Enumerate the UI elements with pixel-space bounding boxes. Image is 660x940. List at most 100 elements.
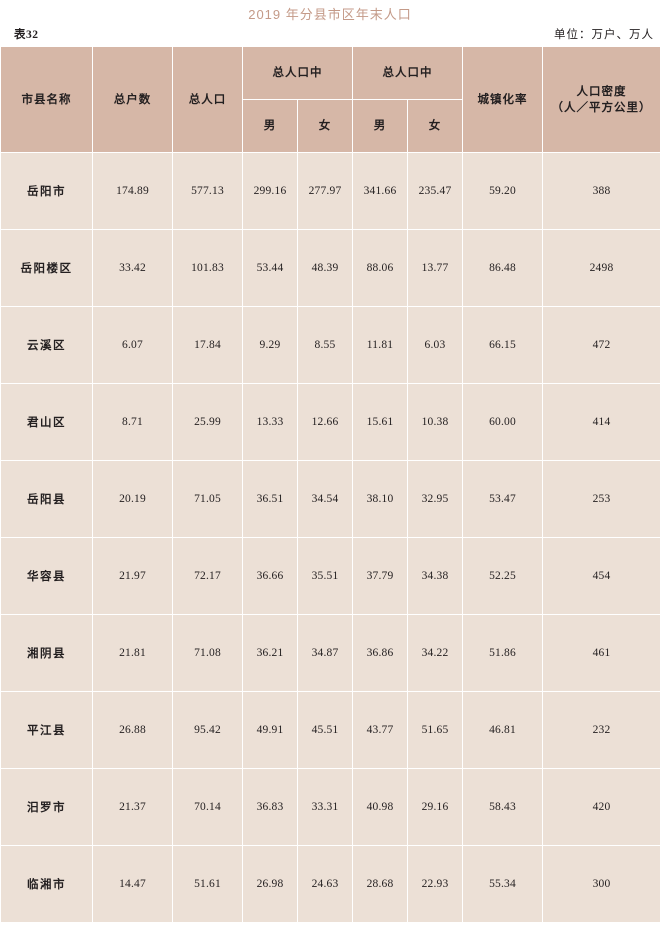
row-g2-male: 36.86	[352, 614, 408, 692]
row-households: 8.71	[92, 383, 173, 461]
row-g1-male: 13.33	[242, 383, 298, 461]
row-g2-female: 235.47	[407, 152, 463, 230]
row-total-population: 95.42	[172, 691, 243, 769]
row-total-population: 71.05	[172, 460, 243, 538]
row-urbanization: 59.20	[462, 152, 543, 230]
row-g2-male: 37.79	[352, 537, 408, 615]
row-total-population: 17.84	[172, 306, 243, 384]
row-g1-female: 34.54	[297, 460, 353, 538]
row-density: 2498	[542, 229, 660, 307]
row-name: 湘阴县	[0, 614, 93, 692]
row-urbanization: 53.47	[462, 460, 543, 538]
row-households: 20.19	[92, 460, 173, 538]
unit-note-label: 单位：万户、万人	[554, 29, 654, 41]
header-cell-density: 人口密度 （人／平方公里）	[542, 46, 660, 153]
row-total-population: 101.83	[172, 229, 243, 307]
table-row: 岳阳市 174.89 577.13 299.16 277.97 341.66 235.47 5…	[0, 152, 660, 230]
row-g1-male: 36.66	[242, 537, 298, 615]
row-g2-female: 34.38	[407, 537, 463, 615]
row-total-population: 577.13	[172, 152, 243, 230]
header-group-2: 总人口中	[352, 46, 463, 100]
row-urbanization: 60.00	[462, 383, 543, 461]
table-row: 平江县 26.88 95.42 49.91 45.51 43.77 51.65 46.81 23…	[0, 691, 660, 769]
row-g1-male: 26.98	[242, 845, 298, 923]
row-g2-female: 29.16	[407, 768, 463, 846]
row-g1-female: 12.66	[297, 383, 353, 461]
row-name: 临湘市	[0, 845, 93, 923]
row-name: 汨罗市	[0, 768, 93, 846]
row-urbanization: 46.81	[462, 691, 543, 769]
row-name: 岳阳市	[0, 152, 93, 230]
page-title: 2019 年分县市区年末人口	[248, 7, 412, 22]
row-households: 6.07	[92, 306, 173, 384]
row-name: 君山区	[0, 383, 93, 461]
row-g2-female: 22.93	[407, 845, 463, 923]
row-g2-male: 40.98	[352, 768, 408, 846]
row-households: 14.47	[92, 845, 173, 923]
header-group-1-female: 女	[297, 99, 353, 153]
table-row: 临湘市 14.47 51.61 26.98 24.63 28.68 22.93 55.34 30…	[0, 845, 660, 923]
row-name: 平江县	[0, 691, 93, 769]
row-g1-female: 34.87	[297, 614, 353, 692]
header-group-2-female: 女	[407, 99, 463, 153]
row-density: 461	[542, 614, 660, 692]
population-table: 市县名称 总户数 总人口 总人口中 总人口中 城镇化率 人口密度 （人／平方公里…	[0, 46, 660, 923]
row-g1-male: 36.83	[242, 768, 298, 846]
row-g1-female: 33.31	[297, 768, 353, 846]
row-name: 云溪区	[0, 306, 93, 384]
header-group-1: 总人口中	[242, 46, 353, 100]
header-cell-households: 总户数	[92, 46, 173, 153]
row-total-population: 51.61	[172, 845, 243, 923]
row-g2-male: 88.06	[352, 229, 408, 307]
row-households: 21.37	[92, 768, 173, 846]
row-g1-male: 36.21	[242, 614, 298, 692]
table-header: 市县名称 总户数 总人口 总人口中 总人口中 城镇化率 人口密度 （人／平方公里…	[0, 46, 660, 153]
row-g2-male: 43.77	[352, 691, 408, 769]
row-density: 472	[542, 306, 660, 384]
row-g1-female: 35.51	[297, 537, 353, 615]
header-density-line2: （人／平方公里）	[551, 101, 652, 114]
table-row: 岳阳县 20.19 71.05 36.51 34.54 38.10 32.95 53.47 25…	[0, 460, 660, 538]
row-households: 26.88	[92, 691, 173, 769]
row-g2-female: 10.38	[407, 383, 463, 461]
header-density-line1: 人口密度	[576, 85, 627, 98]
table-number-label: 表32	[14, 29, 39, 41]
row-g2-female: 51.65	[407, 691, 463, 769]
row-total-population: 72.17	[172, 537, 243, 615]
table-row: 岳阳楼区 33.42 101.83 53.44 48.39 88.06 13.77 86.48…	[0, 229, 660, 307]
row-g2-female: 6.03	[407, 306, 463, 384]
row-total-population: 25.99	[172, 383, 243, 461]
row-g1-male: 36.51	[242, 460, 298, 538]
row-urbanization: 58.43	[462, 768, 543, 846]
row-g1-female: 8.55	[297, 306, 353, 384]
row-name: 华容县	[0, 537, 93, 615]
row-name: 岳阳楼区	[0, 229, 93, 307]
row-households: 21.81	[92, 614, 173, 692]
row-g1-male: 49.91	[242, 691, 298, 769]
row-density: 414	[542, 383, 660, 461]
row-density: 253	[542, 460, 660, 538]
row-urbanization: 51.86	[462, 614, 543, 692]
header-group-1-male: 男	[242, 99, 298, 153]
row-g1-female: 45.51	[297, 691, 353, 769]
row-g1-male: 53.44	[242, 229, 298, 307]
table-row: 湘阴县 21.81 71.08 36.21 34.87 36.86 34.22 51.86 46…	[0, 614, 660, 692]
row-name: 岳阳县	[0, 460, 93, 538]
row-g1-female: 24.63	[297, 845, 353, 923]
row-urbanization: 55.34	[462, 845, 543, 923]
row-g1-female: 48.39	[297, 229, 353, 307]
row-g1-male: 9.29	[242, 306, 298, 384]
row-households: 174.89	[92, 152, 173, 230]
header-cell-total-population: 总人口	[172, 46, 243, 153]
table-row: 汨罗市 21.37 70.14 36.83 33.31 40.98 29.16 58.43 42…	[0, 768, 660, 846]
row-households: 33.42	[92, 229, 173, 307]
row-total-population: 71.08	[172, 614, 243, 692]
row-density: 388	[542, 152, 660, 230]
row-g2-female: 34.22	[407, 614, 463, 692]
row-density: 300	[542, 845, 660, 923]
caption-row: 表32 单位：万户、万人	[0, 23, 660, 46]
row-g2-female: 32.95	[407, 460, 463, 538]
row-density: 454	[542, 537, 660, 615]
row-total-population: 70.14	[172, 768, 243, 846]
